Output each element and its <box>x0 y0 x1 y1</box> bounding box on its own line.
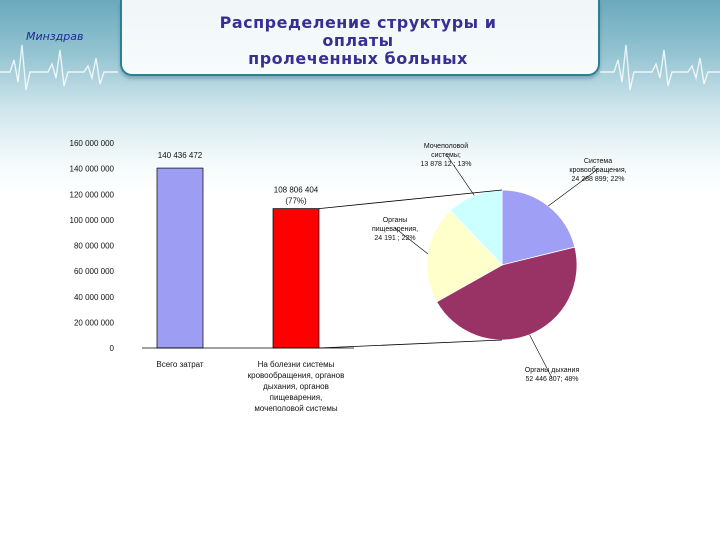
y-tick-label: 0 <box>110 344 115 353</box>
connector-line <box>318 189 503 209</box>
y-tick-label: 80 000 000 <box>74 242 115 251</box>
y-tick-label: 20 000 000 <box>74 318 115 327</box>
pie-leader-line <box>548 168 599 207</box>
title-line: оплаты <box>322 31 394 50</box>
ecg-line-right <box>600 44 720 91</box>
bar-data-label: 108 806 404 (77%) <box>274 186 319 206</box>
y-tick-label: 40 000 000 <box>74 293 115 302</box>
page-title: Распределение структуры и оплаты пролече… <box>120 14 596 68</box>
y-tick-label: 100 000 000 <box>70 216 115 225</box>
x-category-label: Всего затрат <box>156 360 204 369</box>
bar <box>272 208 320 349</box>
pie-leader-line <box>445 153 475 196</box>
y-tick-label: 120 000 000 <box>70 190 115 199</box>
pie-slice <box>501 189 576 266</box>
pie-slice-label: Мочеполовой системы; 13 878 12 ; 13% <box>421 142 472 168</box>
y-tick-label: 160 000 000 <box>70 139 115 148</box>
title-frame <box>120 0 600 76</box>
pie-slice-label: Органы дыхания 52 446 807; 48% <box>525 367 580 383</box>
pie-slice-label: Система кровообращения, 24 288 899; 22% <box>569 158 626 183</box>
pie-leader-line <box>394 227 429 255</box>
ecg-line-left <box>0 44 118 91</box>
bar-data-label: 140 436 472 <box>158 151 203 160</box>
x-category-label: На болезни системы кровообращения, органо… <box>248 360 345 413</box>
pie-slice <box>436 246 578 341</box>
y-tick-label: 60 000 000 <box>74 267 115 276</box>
pie-leader-line <box>529 334 553 379</box>
organization-label: Минздрав <box>26 30 84 43</box>
title-line: Распределение структуры и <box>219 13 497 32</box>
title-line: пролеченных больных <box>248 49 468 68</box>
y-tick-label: 140 000 000 <box>70 165 115 174</box>
bar <box>156 167 204 349</box>
pie-slice-label: Органы пищеварения, 24 191 ; 22% <box>372 217 418 242</box>
connector-line <box>318 339 503 349</box>
